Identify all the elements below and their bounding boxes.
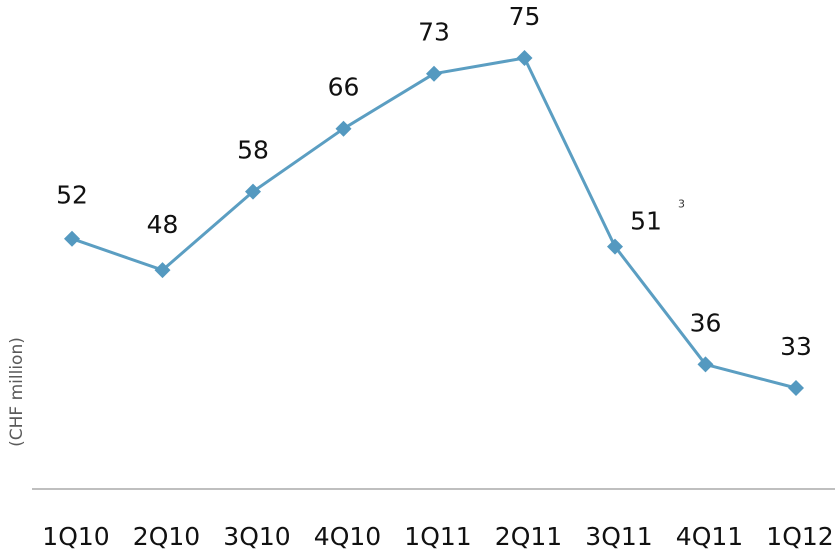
- data-point-marker: [607, 238, 623, 255]
- data-label: 33: [780, 332, 812, 361]
- data-label: 52: [56, 181, 88, 210]
- x-tick-layer: 1Q10 2Q10 3Q10 4Q10 1Q11 2Q11 3Q11 4Q11 1Q12: [42, 522, 833, 551]
- data-point-marker: [516, 50, 533, 66]
- data-point-marker: [154, 262, 171, 279]
- x-tick-label: 4Q10: [314, 522, 381, 551]
- data-point-marker: [245, 183, 261, 200]
- footnote-marker: 3: [678, 198, 685, 211]
- x-tick-label: 2Q10: [133, 522, 200, 551]
- data-point-marker: [697, 356, 714, 373]
- data-label: 48: [147, 210, 179, 239]
- data-label: 66: [328, 73, 360, 102]
- x-tick-label: 4Q11: [676, 522, 743, 551]
- data-point-marker: [64, 230, 80, 247]
- data-point-marker: [426, 65, 442, 82]
- data-label: 75: [509, 2, 541, 31]
- x-tick-label: 1Q10: [42, 522, 109, 551]
- data-label: 58: [237, 136, 269, 165]
- x-tick-label: 2Q11: [495, 522, 562, 551]
- marker-layer: [64, 50, 804, 396]
- x-tick-label: 1Q11: [404, 522, 471, 551]
- data-label: 73: [418, 18, 450, 47]
- data-label: 51: [630, 207, 662, 236]
- data-point-marker: [788, 380, 804, 396]
- series-layer: [71, 56, 797, 390]
- series-line: [71, 56, 797, 390]
- y-axis-label: (CHF million): [7, 337, 27, 447]
- x-tick-label: 3Q10: [223, 522, 290, 551]
- x-tick-label: 1Q12: [766, 522, 833, 551]
- data-label-layer: 52 48 58 66 73 75 51 3 36 33: [56, 2, 812, 361]
- data-point-marker: [335, 120, 352, 137]
- data-label: 36: [690, 308, 722, 337]
- x-tick-label: 3Q11: [585, 522, 652, 551]
